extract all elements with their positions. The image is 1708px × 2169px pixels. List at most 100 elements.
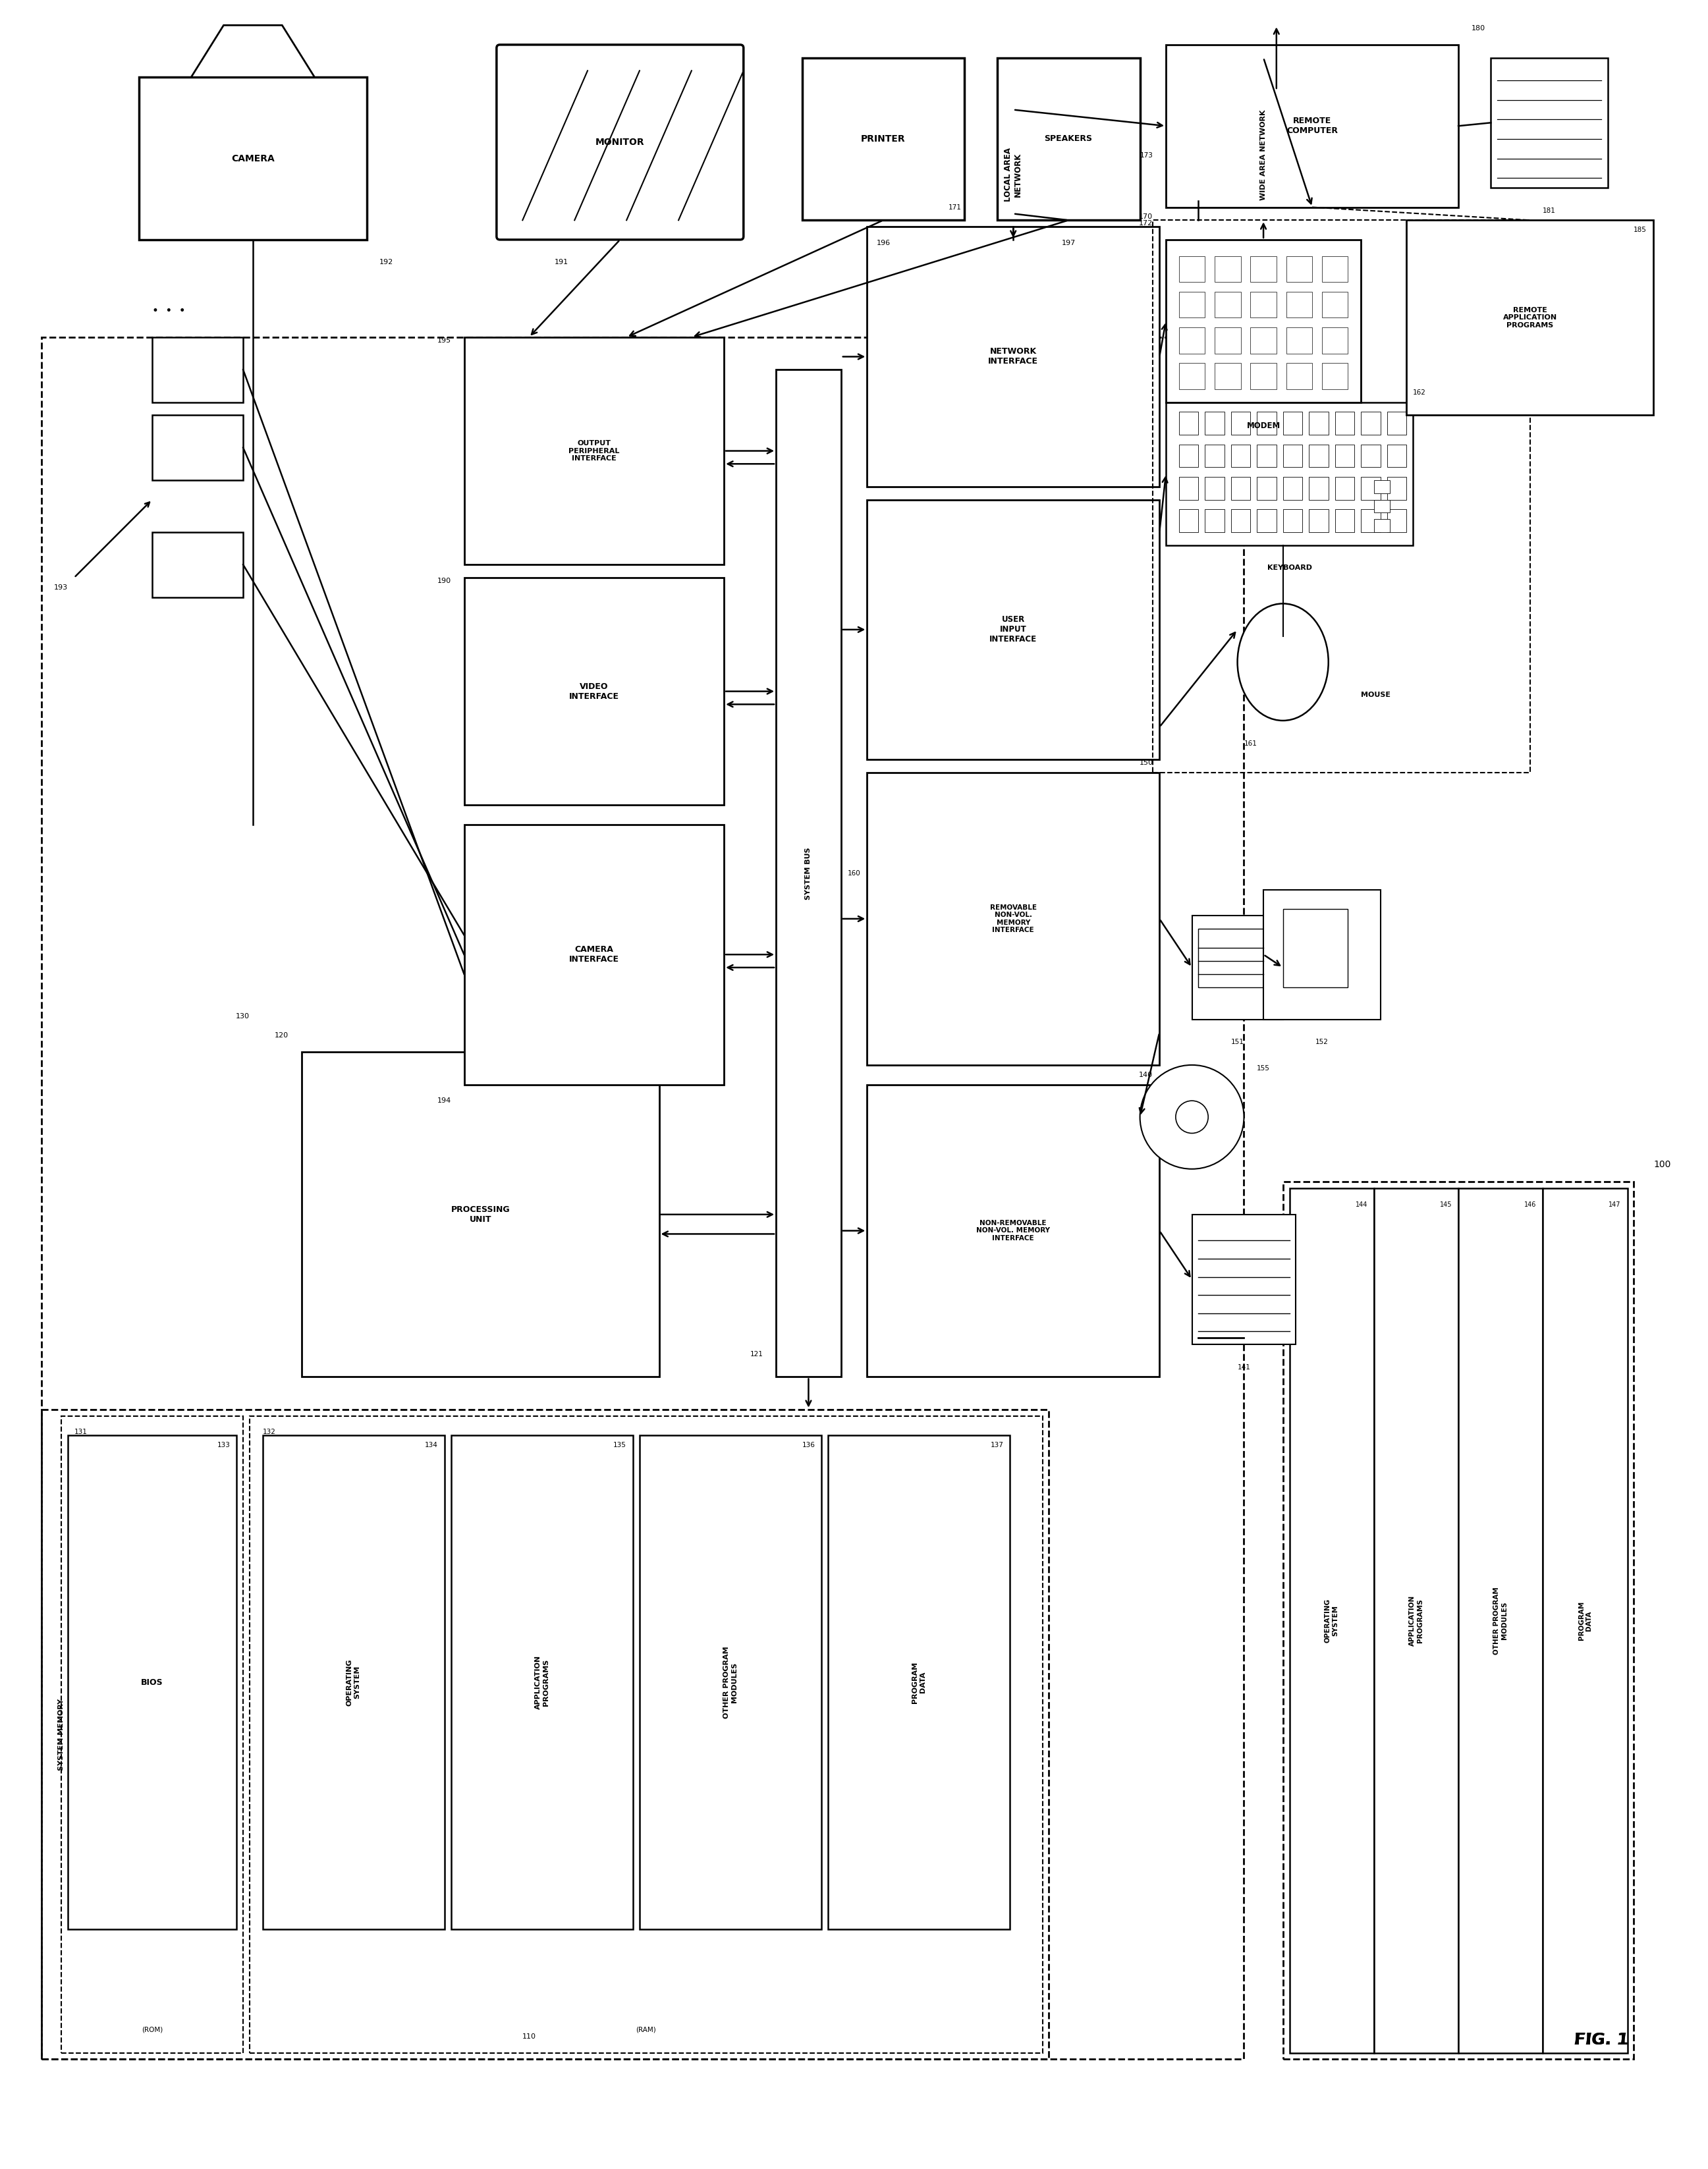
Bar xyxy=(1308,510,1329,531)
Bar xyxy=(1204,445,1225,466)
Bar xyxy=(1387,412,1406,434)
Text: SYSTEM BUS: SYSTEM BUS xyxy=(804,848,811,900)
Ellipse shape xyxy=(1237,603,1329,720)
Bar xyxy=(152,414,243,479)
Bar xyxy=(1361,445,1380,466)
Bar xyxy=(1322,256,1348,282)
Text: VIDEO
INTERFACE: VIDEO INTERFACE xyxy=(569,681,618,701)
Bar xyxy=(249,1416,1042,2052)
Bar xyxy=(451,1436,634,1928)
Bar xyxy=(1283,909,1348,987)
Text: 155: 155 xyxy=(1257,1065,1271,1071)
Bar xyxy=(1491,59,1607,189)
Bar xyxy=(997,59,1139,221)
Text: PROGRAM
DATA: PROGRAM DATA xyxy=(912,1661,926,1703)
Bar xyxy=(1250,256,1276,282)
Text: 180: 180 xyxy=(1471,26,1486,33)
Bar xyxy=(138,78,367,241)
Bar xyxy=(828,1436,1009,1928)
Text: 133: 133 xyxy=(217,1442,231,1449)
Circle shape xyxy=(1139,1065,1243,1169)
Text: REMOTE
COMPUTER: REMOTE COMPUTER xyxy=(1286,117,1337,134)
Bar xyxy=(1373,518,1390,531)
Bar xyxy=(1387,510,1406,531)
Bar xyxy=(1322,291,1348,317)
Bar xyxy=(1373,1189,1459,2052)
Bar xyxy=(1336,477,1354,499)
Bar xyxy=(1286,328,1312,354)
Text: 190: 190 xyxy=(437,577,451,583)
Text: 196: 196 xyxy=(876,241,890,247)
Bar xyxy=(61,1416,243,2052)
Text: 150: 150 xyxy=(1139,759,1153,766)
Text: 140: 140 xyxy=(1139,1071,1153,1078)
Bar xyxy=(1179,412,1199,434)
Bar xyxy=(1204,510,1225,531)
Bar xyxy=(1179,256,1204,282)
Text: 197: 197 xyxy=(1061,241,1076,247)
Bar xyxy=(1179,328,1204,354)
Bar xyxy=(1214,362,1240,388)
Bar xyxy=(1406,221,1653,414)
Bar xyxy=(1283,510,1303,531)
Text: 110: 110 xyxy=(523,2032,536,2039)
Bar xyxy=(68,1436,237,1928)
Bar xyxy=(868,228,1160,486)
Text: 191: 191 xyxy=(555,258,569,267)
Text: MODEM: MODEM xyxy=(1247,421,1281,429)
Bar xyxy=(1373,499,1390,512)
Text: (RAM): (RAM) xyxy=(635,2026,656,2032)
Text: USER
INPUT
INTERFACE: USER INPUT INTERFACE xyxy=(989,616,1037,644)
FancyBboxPatch shape xyxy=(497,46,743,241)
Text: 120: 120 xyxy=(275,1032,289,1039)
Bar xyxy=(1231,412,1250,434)
Text: 132: 132 xyxy=(263,1429,275,1436)
Bar xyxy=(41,336,1243,2058)
Text: 147: 147 xyxy=(1609,1202,1621,1208)
Bar xyxy=(1373,479,1390,492)
Text: 181: 181 xyxy=(1542,208,1556,215)
Bar xyxy=(1336,412,1354,434)
Text: 193: 193 xyxy=(53,583,68,590)
Bar xyxy=(263,1436,444,1928)
Text: 171: 171 xyxy=(948,204,962,210)
Text: 194: 194 xyxy=(437,1098,451,1104)
Text: 185: 185 xyxy=(1635,228,1647,234)
Text: REMOTE
APPLICATION
PROGRAMS: REMOTE APPLICATION PROGRAMS xyxy=(1503,306,1558,328)
Text: CAMERA
INTERFACE: CAMERA INTERFACE xyxy=(569,946,618,963)
Text: FIG. 1: FIG. 1 xyxy=(1575,2032,1628,2048)
Text: MONITOR: MONITOR xyxy=(596,137,644,147)
Text: 152: 152 xyxy=(1315,1039,1329,1045)
Text: SYSTEM MEMORY: SYSTEM MEMORY xyxy=(58,1698,65,1770)
Bar xyxy=(152,336,243,401)
Bar xyxy=(1257,412,1276,434)
Bar xyxy=(465,577,724,805)
Bar xyxy=(1286,256,1312,282)
Bar xyxy=(1361,477,1380,499)
Text: 160: 160 xyxy=(847,870,861,876)
Bar xyxy=(41,1410,1049,2058)
Bar xyxy=(1361,412,1380,434)
Bar xyxy=(1290,1189,1373,2052)
Text: PRINTER: PRINTER xyxy=(861,134,905,143)
Text: 131: 131 xyxy=(73,1429,87,1436)
Bar xyxy=(1214,291,1240,317)
Text: OTHER PROGRAM
MODULES: OTHER PROGRAM MODULES xyxy=(724,1646,738,1718)
Bar xyxy=(1322,362,1348,388)
Bar xyxy=(1387,477,1406,499)
Bar xyxy=(1192,915,1283,1019)
Text: 173: 173 xyxy=(1139,152,1153,158)
Bar xyxy=(465,336,724,564)
Bar xyxy=(639,1436,822,1928)
Bar xyxy=(1214,256,1240,282)
Bar xyxy=(1257,477,1276,499)
Bar xyxy=(1308,445,1329,466)
Bar xyxy=(1179,477,1199,499)
Bar xyxy=(1179,445,1199,466)
Text: 135: 135 xyxy=(613,1442,627,1449)
Bar xyxy=(1231,477,1250,499)
Text: MOUSE: MOUSE xyxy=(1361,692,1390,698)
Bar xyxy=(1231,510,1250,531)
Text: FIG. 1: FIG. 1 xyxy=(1575,2032,1628,2048)
Circle shape xyxy=(1175,1100,1208,1132)
